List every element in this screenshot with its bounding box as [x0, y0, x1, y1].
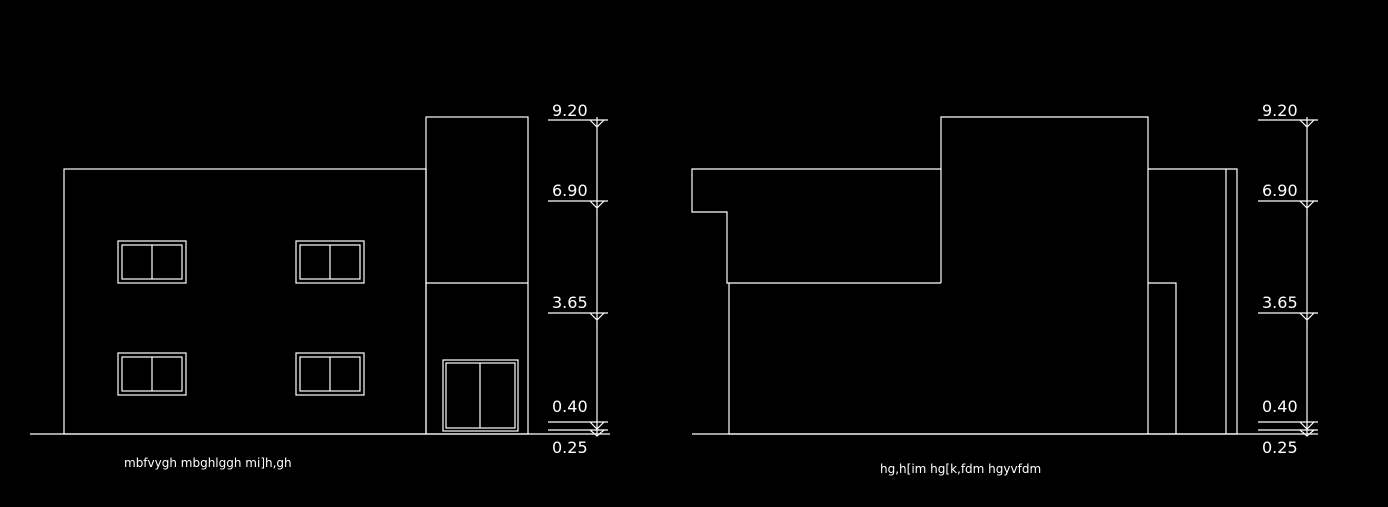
right-elevation: 9.20 6.90 3.65 0.40 0.25 hg,h[im hg[k,fd…	[691, 101, 1318, 476]
level-label: 9.20	[1262, 101, 1298, 120]
level-label: 0.25	[1262, 438, 1298, 457]
window	[295, 240, 365, 284]
window	[295, 352, 365, 396]
door	[442, 359, 519, 432]
windows	[117, 240, 365, 396]
level-label: 6.90	[1262, 181, 1298, 200]
level-dimensions: 9.20 6.90 3.65 0.40 0.25	[1258, 101, 1318, 457]
left-elevation: 9.20 6.90 3.65 0.40 0.25 mbfvygh mbghlgg…	[30, 101, 610, 470]
building-outline	[691, 116, 1238, 435]
elevation-caption: hg,h[im hg[k,fdm hgyvfdm	[880, 462, 1041, 476]
level-label: 0.40	[1262, 397, 1298, 416]
level-dimensions: 9.20 6.90 3.65 0.40 0.25	[548, 101, 608, 457]
stair-tower	[425, 116, 529, 435]
elevation-caption: mbfvygh mbghlggh mi]h,gh	[124, 456, 292, 470]
window	[117, 352, 187, 396]
level-label: 6.90	[552, 181, 588, 200]
level-label: 3.65	[552, 293, 588, 312]
window	[117, 240, 187, 284]
level-label: 0.40	[552, 397, 588, 416]
level-label: 0.25	[552, 438, 588, 457]
level-label: 9.20	[552, 101, 588, 120]
level-label: 3.65	[1262, 293, 1298, 312]
